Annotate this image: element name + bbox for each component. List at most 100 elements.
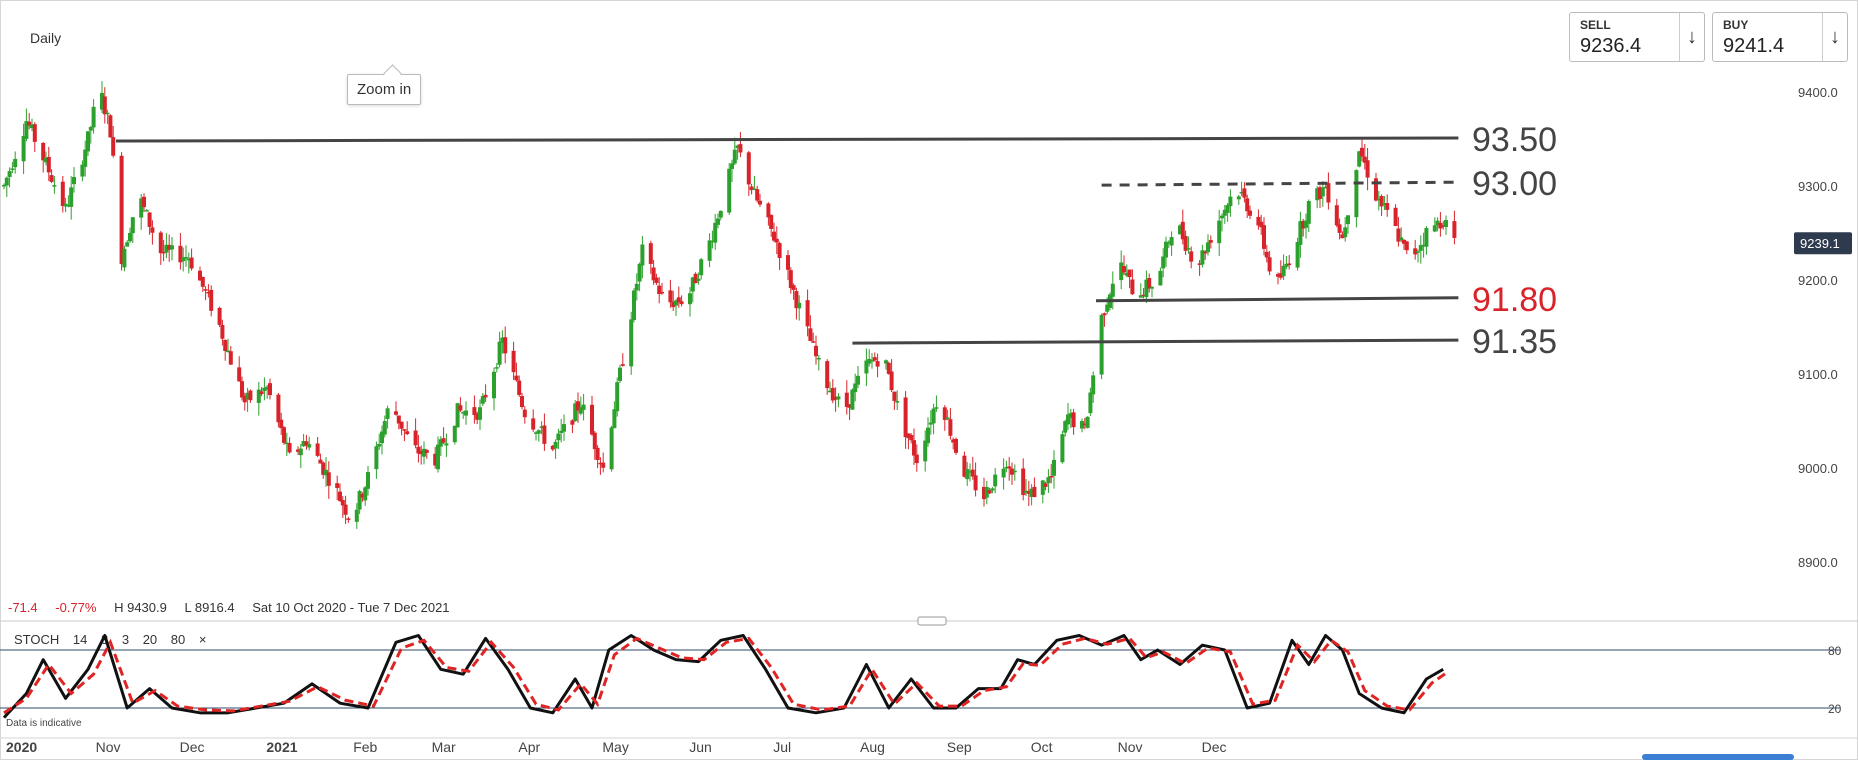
candle — [620, 364, 625, 366]
candle — [321, 462, 326, 475]
candle — [984, 487, 989, 498]
candle — [1203, 251, 1208, 254]
stoch-param: 80 — [170, 632, 186, 647]
sell-arrow-down-icon[interactable]: ↓ — [1679, 13, 1704, 61]
candle — [248, 390, 253, 401]
candle — [189, 257, 194, 269]
candle — [968, 471, 972, 473]
candle — [1438, 222, 1443, 229]
candle — [970, 469, 975, 477]
candle — [13, 158, 18, 168]
candle — [161, 251, 166, 254]
candle — [679, 301, 684, 305]
candle — [805, 300, 810, 327]
chart-stats: -71.4 -0.77% H 9430.9 L 8916.4 Sat 10 Oc… — [8, 600, 464, 615]
candle — [1399, 237, 1404, 241]
level-label: 93.00 — [1472, 165, 1557, 203]
candle — [122, 248, 127, 268]
candle — [472, 407, 477, 415]
candle — [1278, 273, 1283, 278]
candle — [86, 131, 90, 152]
candle — [578, 407, 583, 414]
candle — [640, 244, 645, 266]
candle — [500, 337, 505, 343]
candle — [1242, 188, 1247, 198]
candle — [1225, 205, 1230, 213]
candle — [1071, 412, 1076, 428]
candle — [828, 390, 832, 393]
candle — [648, 243, 653, 264]
candle — [847, 404, 852, 408]
candle — [1295, 242, 1300, 268]
level-line — [852, 338, 1459, 345]
candle — [198, 270, 202, 281]
level-label: 91.80 — [1472, 281, 1557, 319]
candle — [1026, 491, 1031, 494]
candle — [304, 441, 309, 446]
candle — [906, 433, 911, 439]
candle — [338, 491, 342, 501]
level-label: 91.35 — [1472, 323, 1557, 361]
candle — [265, 386, 270, 390]
y-tick-label: 9000.0 — [1798, 461, 1838, 476]
candle — [982, 486, 986, 500]
candle — [553, 441, 558, 449]
y-tick-label: 9400.0 — [1798, 85, 1838, 100]
candle — [455, 403, 460, 428]
candle — [1385, 202, 1390, 210]
candle — [654, 277, 659, 283]
candle — [296, 449, 300, 452]
candle — [396, 415, 401, 424]
candle — [1200, 250, 1205, 265]
candle — [1085, 416, 1090, 428]
buy-arrow-down-icon[interactable]: ↓ — [1822, 13, 1847, 61]
buy-box[interactable]: BUY 9241.4 ↓ — [1712, 12, 1848, 62]
candle — [987, 490, 992, 494]
candle — [354, 509, 359, 522]
candle — [1150, 287, 1154, 289]
current-price-label: 9239.1 — [1800, 236, 1840, 251]
candle — [340, 500, 345, 506]
candle — [1060, 434, 1065, 463]
candle — [436, 444, 440, 470]
candle — [142, 196, 146, 208]
candle — [1040, 480, 1045, 495]
candle — [1183, 236, 1188, 251]
candle — [693, 273, 698, 284]
candle — [1080, 421, 1084, 429]
candle — [1444, 220, 1448, 228]
candle — [287, 443, 292, 453]
candle — [1049, 476, 1054, 478]
candle — [1281, 265, 1286, 277]
candle — [1315, 188, 1320, 201]
candle — [256, 389, 261, 403]
candle — [615, 382, 620, 412]
candle — [419, 450, 424, 455]
stats-high: H 9430.9 — [114, 600, 167, 615]
candle — [1007, 466, 1012, 469]
candle — [226, 350, 230, 353]
candle — [357, 491, 362, 510]
candle — [651, 267, 656, 281]
candle — [562, 424, 566, 432]
y-tick-label: 9200.0 — [1798, 273, 1838, 288]
level-line — [1101, 180, 1459, 187]
candle — [1208, 240, 1213, 243]
candle — [464, 410, 468, 416]
stoch-level-label: 80 — [1828, 644, 1842, 658]
candle — [1186, 248, 1191, 250]
sell-box[interactable]: SELL 9236.4 ↓ — [1569, 12, 1705, 62]
candle — [732, 149, 737, 164]
candle — [713, 222, 718, 243]
stoch-close-icon[interactable]: × — [198, 632, 207, 647]
candle — [875, 361, 880, 367]
candle — [416, 446, 421, 454]
candle — [660, 291, 664, 294]
candle — [422, 448, 426, 457]
candle — [690, 277, 695, 292]
candle — [1276, 274, 1280, 277]
zoom-in-tooltip[interactable]: Zoom in — [347, 74, 422, 105]
stats-change-pct: -0.77% — [55, 600, 97, 615]
